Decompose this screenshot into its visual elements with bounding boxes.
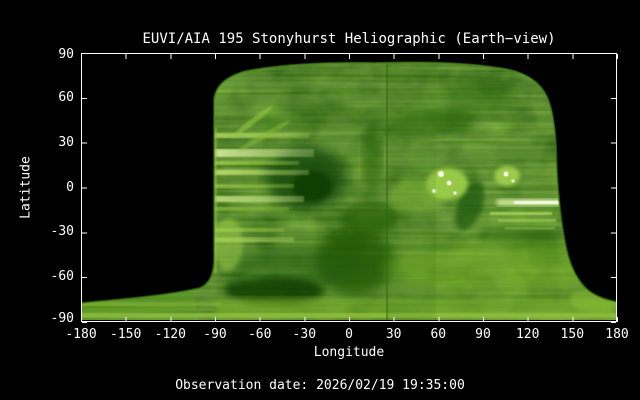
x-tick-label: -30 bbox=[292, 327, 317, 342]
dark-regions bbox=[225, 82, 562, 305]
active-regions bbox=[389, 166, 564, 230]
x-tick-label: 0 bbox=[345, 327, 353, 342]
x-tick-label: -120 bbox=[154, 327, 186, 342]
south-polar-strip bbox=[81, 242, 617, 320]
x-tick-label: 150 bbox=[560, 327, 585, 342]
y-axis-ticks-left bbox=[82, 53, 87, 323]
x-tick-label: 180 bbox=[605, 327, 629, 342]
x-axis-ticks-top bbox=[81, 54, 619, 59]
y-tick-label: -90 bbox=[50, 311, 74, 326]
y-tick-label: -30 bbox=[50, 224, 74, 240]
x-tick-label: 90 bbox=[475, 327, 491, 342]
x-tick-label: 60 bbox=[430, 327, 447, 342]
observation-date: Observation date: 2026/02/19 19:35:00 bbox=[175, 378, 465, 393]
plot-border bbox=[81, 53, 617, 322]
y-tick-label: 60 bbox=[58, 89, 74, 105]
x-tick-label: -60 bbox=[247, 327, 272, 342]
x-tick-label: -90 bbox=[203, 327, 227, 342]
x-axis-ticks-bottom bbox=[81, 317, 619, 322]
y-tick-label: 30 bbox=[58, 134, 74, 150]
x-axis-title: Longitude bbox=[313, 345, 385, 360]
x-tick-label: -150 bbox=[110, 327, 142, 342]
y-tick-label: -60 bbox=[50, 269, 74, 285]
x-tick-label: 120 bbox=[515, 327, 540, 342]
x-tick-label: 30 bbox=[385, 327, 402, 342]
instrument-seam bbox=[386, 62, 436, 320]
x-tick-label: -180 bbox=[65, 327, 97, 342]
chart-title: EUVI/AIA 195 Stonyhurst Heliographic (Ea… bbox=[142, 31, 556, 47]
map-outline bbox=[80, 61, 618, 304]
y-tick-label: 0 bbox=[66, 179, 74, 195]
y-axis-title: Latitude bbox=[18, 156, 34, 219]
y-axis-ticks-right bbox=[611, 53, 616, 323]
y-tick-label: 90 bbox=[58, 47, 74, 62]
